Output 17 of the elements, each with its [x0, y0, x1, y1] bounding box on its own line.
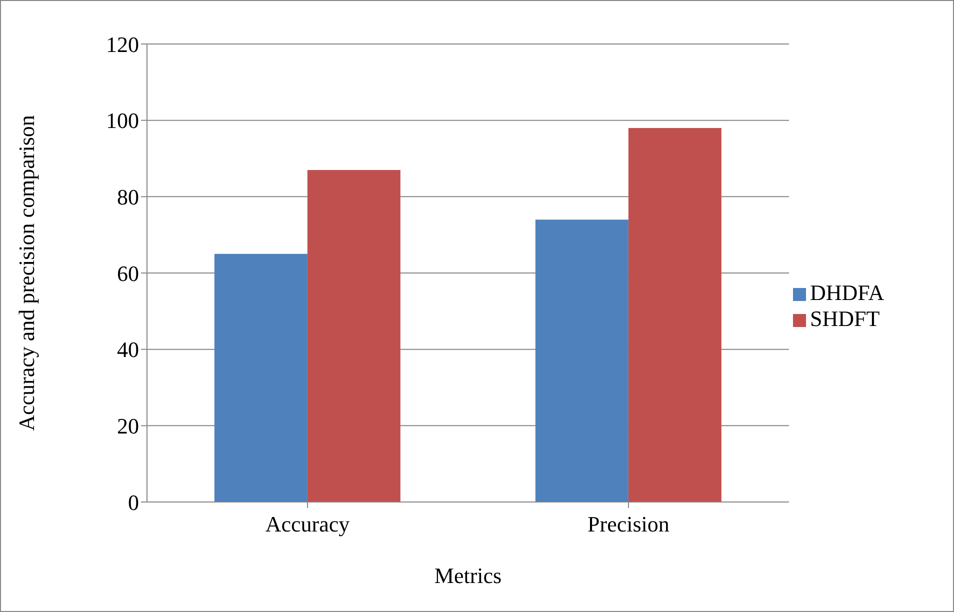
bar — [535, 220, 628, 502]
x-tick-label: Precision — [588, 512, 670, 537]
y-tick-label: 80 — [117, 184, 139, 210]
x-axis-title: Metrics — [434, 563, 502, 588]
y-axis-title: Accuracy and precision comparison — [14, 115, 39, 431]
legend-label: DHDFA — [810, 280, 884, 305]
legend-label: SHDFT — [810, 306, 880, 331]
y-tick-label: 40 — [117, 337, 139, 362]
y-tick-label: 100 — [106, 108, 139, 134]
y-tick-label: 20 — [117, 413, 139, 438]
y-tick-label: 0 — [128, 490, 139, 515]
y-tick-label: 120 — [106, 32, 139, 57]
bar — [628, 128, 722, 502]
bar — [214, 254, 308, 502]
bar — [307, 170, 400, 502]
y-tick-label: 60 — [117, 260, 139, 286]
x-tick-label: Accuracy — [265, 512, 350, 537]
